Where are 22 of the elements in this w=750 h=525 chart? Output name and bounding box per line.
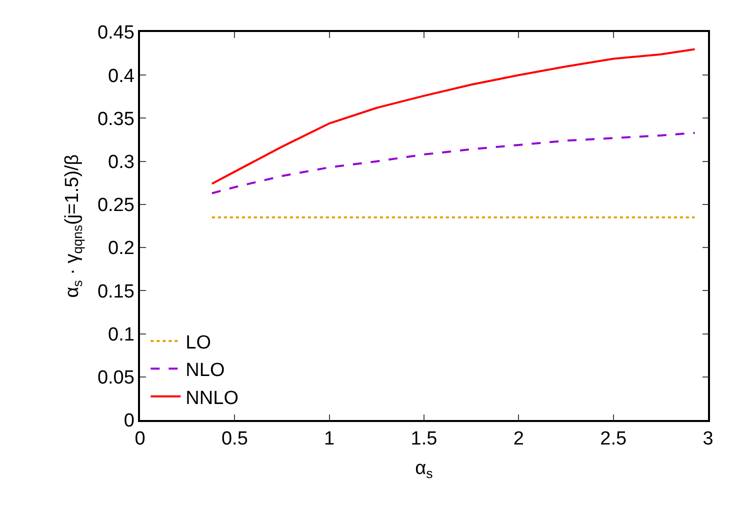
y-tick-label: 0.25 <box>97 195 134 216</box>
x-tick-label: 1 <box>324 428 335 450</box>
x-tick-label: 2 <box>513 428 524 450</box>
y-tick-label: 0.05 <box>97 368 134 389</box>
x-tick-label: 1.5 <box>410 428 438 450</box>
y-tick-label: 0.4 <box>108 66 135 87</box>
legend-label: NNLO <box>186 388 238 409</box>
y-tick-label: 0.45 <box>97 22 134 44</box>
y-tick-label: 0.3 <box>108 152 134 173</box>
x-tick-label: 2.5 <box>600 428 627 450</box>
x-tick-label: 0.5 <box>221 428 248 450</box>
y-tick-label: 0.15 <box>97 281 134 302</box>
y-tick-label: 0.1 <box>108 324 134 346</box>
legend-label: NLO <box>186 360 225 382</box>
legend-label: LO <box>186 332 212 354</box>
line-series <box>210 48 696 185</box>
y-tick-label: 0 <box>124 410 134 432</box>
y-tick-label: 0.35 <box>97 108 134 130</box>
line-series <box>210 132 696 194</box>
y-tick-label: 0.2 <box>108 238 134 260</box>
x-axis-title: α$_{s}$ <box>415 458 434 481</box>
x-tick-label: 3 <box>702 428 714 450</box>
